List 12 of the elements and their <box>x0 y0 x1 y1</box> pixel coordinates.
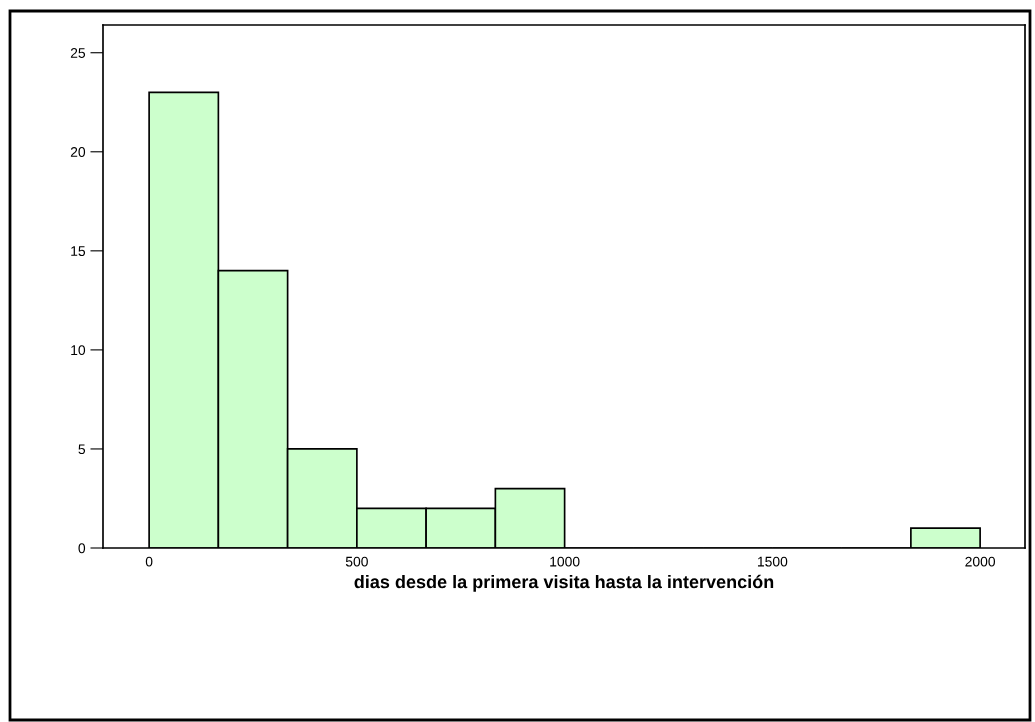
x-tick-label: 1500 <box>757 556 788 567</box>
x-tick-label: 1000 <box>550 556 580 567</box>
y-tick-label: 10 <box>71 345 86 356</box>
y-tick-label: 20 <box>70 147 86 157</box>
x-tick-label: 500 <box>345 556 368 567</box>
y-tick-label: 15 <box>71 246 86 257</box>
x-tick-label: 2000 <box>965 556 996 567</box>
y-tick-label: 25 <box>70 48 86 58</box>
x-axis-title: dias desde la primera visita hasta la intervención <box>354 574 774 592</box>
y-tick-label: 0 <box>78 543 86 554</box>
y-tick-label: 5 <box>78 444 86 455</box>
x-tick-label: 0 <box>145 556 153 567</box>
